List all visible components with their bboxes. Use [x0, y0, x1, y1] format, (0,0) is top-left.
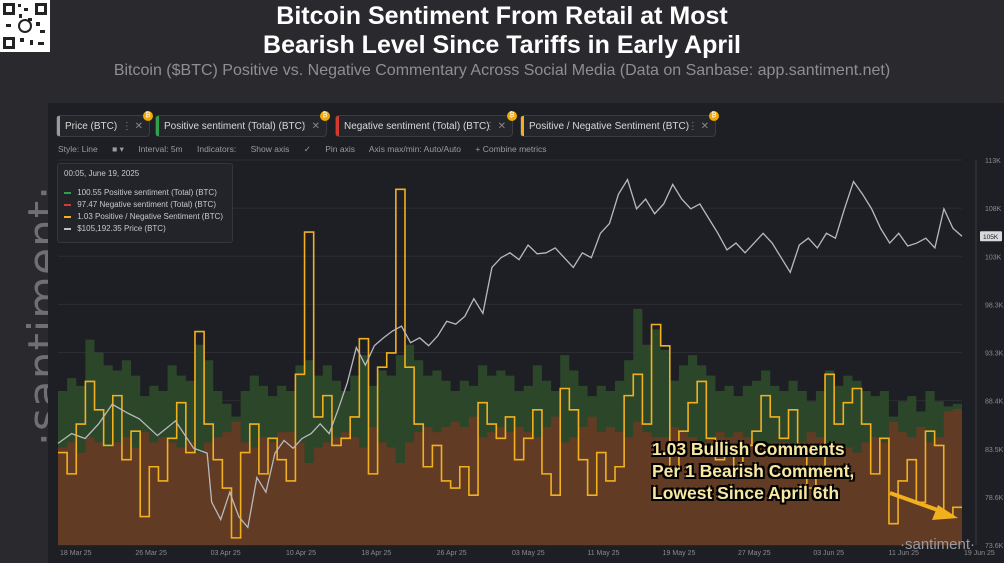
- title-line-1: Bitcoin Sentiment From Retail at Most: [276, 2, 728, 30]
- checkbox-icon[interactable]: ✓: [303, 144, 311, 154]
- chart-title: Bitcoin Sentiment From Retail at Most Be…: [0, 2, 1004, 60]
- axis-max-min-selector[interactable]: Axis max/min: Auto/Auto: [368, 144, 462, 154]
- bitcoin-icon: ₿: [320, 111, 330, 121]
- interval-selector[interactable]: Interval: 5m: [138, 144, 183, 154]
- x-tick-label: 03 May 25: [512, 550, 545, 557]
- x-tick-label: 18 Mar 25: [60, 550, 92, 557]
- tooltip-value: $105,192.35: [77, 224, 122, 233]
- annotation-line-3: Lowest Since April 6th: [652, 483, 840, 503]
- bitcoin-icon: ₿: [143, 111, 153, 121]
- tooltip-row-negative: 97.47 Negative sentiment (Total) (BTC): [64, 200, 216, 209]
- chart-tooltip: 00:05, June 19, 2025 100.55 Positive sen…: [57, 163, 233, 243]
- y-tick-label: 113K: [985, 158, 1001, 165]
- x-tick-label: 03 Jun 25: [813, 550, 844, 557]
- x-tick-label: 10 Apr 25: [286, 550, 316, 557]
- bitcoin-icon: ₿: [507, 111, 517, 121]
- x-tick-label: 19 May 25: [663, 550, 696, 557]
- x-tick-label: 19 Jun 25: [964, 550, 995, 557]
- bitcoin-icon: ₿: [709, 111, 719, 121]
- style-selector[interactable]: Style: Line: [58, 144, 98, 154]
- close-icon[interactable]: ⋮ ✕: [687, 121, 709, 132]
- tooltip-label: Price (BTC): [123, 224, 166, 233]
- combine-metrics-button[interactable]: + Combine metrics: [475, 144, 547, 154]
- metric-chip-positive[interactable]: Positive sentiment (Total) (BTC) ⋮ ✕: [155, 115, 327, 137]
- legend-swatch: [64, 215, 71, 218]
- metric-color-bar: [521, 116, 524, 136]
- x-tick-label: 26 Apr 25: [437, 550, 467, 557]
- annotation-callout: 1.03 Bullish Comments Per 1 Bearish Comm…: [652, 438, 854, 504]
- tooltip-date: 00:05, June 19, 2025: [64, 169, 140, 178]
- annotation-arrow-head: [932, 505, 958, 520]
- metric-chip-label: Price (BTC): [65, 121, 118, 132]
- x-tick-label: 18 Apr 25: [361, 550, 391, 557]
- current-price-label: 105K: [983, 234, 999, 241]
- color-selector[interactable]: ■ ▾: [112, 144, 124, 154]
- chart-subtitle: Bitcoin ($BTC) Positive vs. Negative Com…: [113, 62, 891, 79]
- tooltip-label: Positive sentiment (Total) (BTC): [103, 188, 217, 197]
- x-tick-label: 11 Jun 25: [889, 550, 919, 557]
- y-tick-label: 88.4K: [985, 399, 1004, 406]
- legend-swatch: [64, 227, 71, 230]
- tooltip-row-price: $105,192.35 Price (BTC): [64, 224, 166, 233]
- pin-axis-toggle[interactable]: Pin axis: [325, 144, 355, 154]
- tooltip-label: Negative sentiment (Total) (BTC): [99, 200, 216, 209]
- legend-swatch: [64, 203, 71, 206]
- legend-swatch: [64, 191, 71, 194]
- y-tick-label: 103K: [985, 254, 1002, 261]
- close-icon[interactable]: ⋮ ✕: [484, 121, 506, 132]
- y-tick-label: 98.3K: [985, 302, 1004, 309]
- show-axis-toggle[interactable]: Show axis: [250, 144, 290, 154]
- y-tick-label: 93.3K: [985, 351, 1004, 358]
- x-tick-label: 03 Apr 25: [211, 550, 241, 557]
- indicators-selector[interactable]: Indicators:: [197, 144, 237, 154]
- metric-chip-label: Positive / Negative Sentiment (BTC): [529, 121, 690, 132]
- tooltip-label: Positive / Negative Sentiment (BTC): [95, 212, 224, 221]
- title-line-2: Bearish Level Since Tariffs in Early Apr…: [263, 31, 741, 59]
- metric-chip-label: Negative sentiment (Total) (BTC): [344, 121, 490, 132]
- y-tick-label: 83.5K: [985, 447, 1004, 454]
- metric-color-bar: [156, 116, 159, 136]
- negative-sentiment-area: [58, 408, 962, 545]
- y-tick-label: 108K: [985, 206, 1002, 213]
- tooltip-value: 1.03: [77, 212, 93, 221]
- x-tick-label: 26 Mar 25: [135, 550, 167, 557]
- tooltip-value: 100.55: [77, 188, 102, 197]
- tooltip-row-ratio: 1.03 Positive / Negative Sentiment (BTC): [64, 212, 223, 221]
- metric-color-bar: [336, 116, 339, 136]
- sentiment-ratio-line: [58, 188, 962, 539]
- metric-color-bar: [57, 116, 60, 136]
- close-icon[interactable]: ⋮ ✕: [121, 121, 143, 132]
- y-tick-label: 73.6K: [985, 543, 1004, 550]
- qr-code: [0, 0, 50, 52]
- tooltip-row-positive: 100.55 Positive sentiment (Total) (BTC): [64, 188, 217, 197]
- x-tick-label: 11 May 25: [587, 550, 619, 557]
- close-icon[interactable]: ⋮ ✕: [298, 121, 320, 132]
- annotation-line-2: Per 1 Bearish Comment,: [652, 461, 855, 481]
- santiment-brand-mark: ·santiment·: [900, 536, 976, 553]
- annotation-line-1: 1.03 Bullish Comments: [652, 439, 845, 459]
- metric-chip-price[interactable]: Price (BTC) ⋮ ✕: [56, 115, 150, 137]
- metric-chip-negative[interactable]: Negative sentiment (Total) (BTC) ⋮ ✕: [335, 115, 513, 137]
- x-tick-label: 27 May 25: [738, 550, 771, 557]
- current-price-marker: [980, 231, 1002, 242]
- price-line: [57, 177, 963, 529]
- tooltip-value: 97.47: [77, 200, 98, 209]
- chart-settings-bar: Style: Line ■ ▾ Interval: 5m Indicators:…: [58, 144, 558, 155]
- metric-chip-label: Positive sentiment (Total) (BTC): [164, 121, 306, 132]
- metric-chip-ratio[interactable]: Positive / Negative Sentiment (BTC) ⋮ ✕: [520, 115, 716, 137]
- y-tick-label: 78.6K: [985, 495, 1004, 502]
